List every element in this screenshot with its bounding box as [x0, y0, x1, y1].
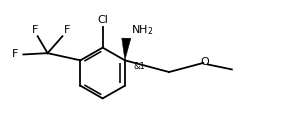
Polygon shape [122, 38, 131, 60]
Text: &1: &1 [133, 62, 145, 71]
Text: F: F [64, 25, 70, 35]
Text: F: F [12, 49, 18, 59]
Text: O: O [200, 57, 209, 67]
Text: NH$_2$: NH$_2$ [131, 23, 153, 37]
Text: F: F [32, 25, 38, 35]
Text: Cl: Cl [97, 15, 108, 26]
